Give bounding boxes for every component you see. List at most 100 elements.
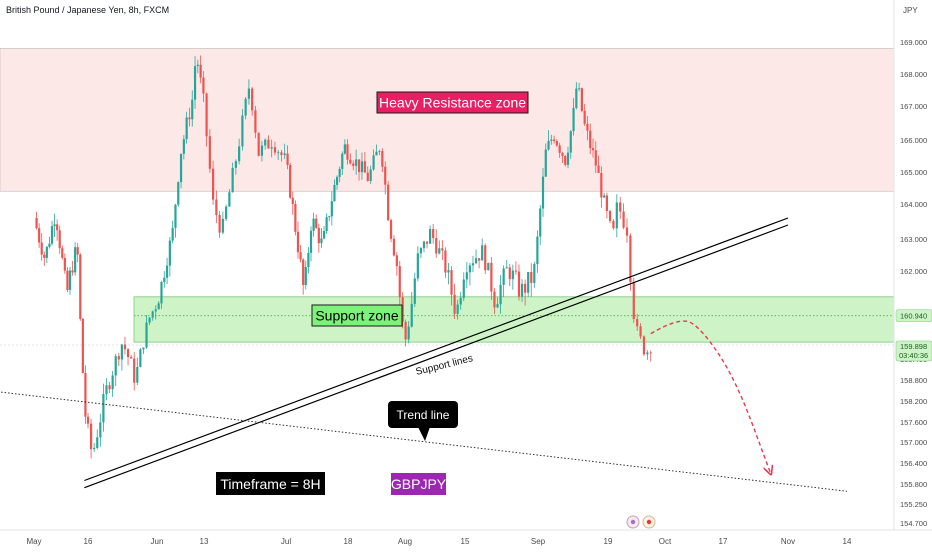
- candle-body: [188, 117, 191, 120]
- candle-body: [199, 64, 202, 78]
- candlestick-series: [35, 55, 652, 459]
- candle-body: [564, 155, 567, 165]
- candle-body: [270, 147, 273, 149]
- candle-body: [228, 192, 231, 207]
- projection-arrow[interactable]: [650, 320, 771, 473]
- candle-body: [142, 347, 145, 350]
- candle-body: [474, 258, 478, 264]
- candle-body: [296, 231, 300, 253]
- candle-body: [105, 385, 108, 394]
- candle-body: [363, 161, 366, 173]
- candle-body: [320, 238, 323, 244]
- candle-body: [459, 297, 462, 305]
- candle-body: [422, 241, 426, 249]
- candle-body: [160, 281, 163, 304]
- time-axis[interactable]: May 16 Jun 13 Jul 18 Aug 15 Sep 19 Oct 17 Nov 14: [26, 537, 852, 546]
- candle-body: [61, 248, 64, 258]
- candle-body: [126, 349, 130, 358]
- candle-body: [191, 99, 194, 120]
- time-tick-label: 19: [604, 537, 613, 546]
- support-line[interactable]: [84, 217, 789, 482]
- resistance-zone-text: Heavy Resistance zone: [379, 95, 526, 111]
- candle-body: [120, 344, 123, 360]
- candle-body: [578, 88, 581, 90]
- price-axis[interactable]: 169.000 168.000 167.000 166.000 165.000 164.0…: [900, 38, 927, 528]
- candle-body: [130, 357, 133, 359]
- timeframe-label[interactable]: Timeframe = 8H: [216, 472, 325, 495]
- support-zone-label[interactable]: Support zone: [311, 304, 403, 327]
- support-line[interactable]: [84, 224, 789, 489]
- resistance-zone-label[interactable]: Heavy Resistance zone: [376, 91, 529, 114]
- candle-body: [317, 227, 320, 244]
- ticker-label[interactable]: GBPJPY: [391, 473, 447, 495]
- candle-body: [68, 270, 72, 290]
- candle-body: [74, 247, 77, 273]
- candle-body: [111, 375, 114, 390]
- support-zone-text: Support zone: [315, 308, 398, 324]
- candle-body: [63, 257, 66, 271]
- candle-body: [487, 262, 490, 271]
- candle-body: [286, 153, 289, 166]
- candle-body: [496, 304, 499, 308]
- candle-body: [505, 267, 508, 269]
- price-tick-label: 164.000: [900, 200, 927, 209]
- candle-body: [154, 309, 157, 312]
- candle-body: [325, 217, 328, 231]
- candle-body: [273, 147, 277, 153]
- price-tick-label: 154.700: [900, 519, 927, 528]
- candle-body: [517, 271, 521, 297]
- candle-body: [539, 208, 542, 237]
- candle-body: [481, 245, 484, 261]
- candle-body: [471, 263, 475, 266]
- candle-body: [244, 98, 247, 116]
- candle-body: [307, 252, 310, 267]
- price-tick-label: 168.000: [900, 70, 927, 79]
- candle-body: [490, 262, 493, 292]
- price-tick-label: 163.000: [900, 235, 927, 244]
- candle-body: [254, 110, 257, 133]
- candle-body: [40, 242, 43, 255]
- candle-body: [419, 248, 423, 254]
- candle-body: [343, 144, 346, 154]
- candle-body: [148, 317, 151, 323]
- time-tick-label: Sep: [531, 537, 546, 546]
- resistance-zone: [0, 48, 895, 192]
- time-tick-label: Aug: [398, 537, 412, 546]
- candle-body: [355, 159, 358, 166]
- candle-body: [247, 88, 251, 99]
- candle-body: [583, 110, 586, 124]
- price-tick-label: 158.200: [900, 397, 927, 406]
- candle-body: [182, 139, 185, 154]
- candle-body: [524, 283, 527, 293]
- candle-body: [444, 250, 447, 273]
- candle-body: [636, 319, 639, 327]
- price-tick-label: 157.600: [900, 418, 927, 427]
- candle-body: [174, 204, 177, 228]
- time-tick-label: Jun: [151, 537, 164, 546]
- price-tick-label: 167.000: [900, 102, 927, 111]
- candle-body: [215, 199, 218, 216]
- candle-body: [99, 422, 102, 438]
- candle-body: [453, 294, 456, 314]
- candle-body: [530, 272, 533, 283]
- candle-body: [404, 321, 407, 340]
- price-tick-label: 169.000: [900, 38, 927, 47]
- event-icons[interactable]: [626, 515, 656, 529]
- price-tick-label: 166.000: [900, 136, 927, 145]
- candle-body: [398, 266, 401, 298]
- trend-line-callout[interactable]: Trend line: [388, 401, 458, 441]
- candle-body: [335, 176, 339, 185]
- candle-body: [389, 220, 393, 239]
- price-tick-label: 155.800: [900, 480, 927, 489]
- candle-body: [493, 291, 496, 308]
- candle-body: [231, 167, 234, 193]
- candle-body: [71, 270, 74, 273]
- candle-body: [238, 146, 241, 162]
- candle-body: [234, 161, 237, 168]
- candle-body: [465, 272, 468, 280]
- candle-body: [208, 136, 211, 169]
- candle-body: [66, 270, 69, 290]
- trend-line[interactable]: [0, 391, 848, 492]
- candle-body: [646, 352, 649, 355]
